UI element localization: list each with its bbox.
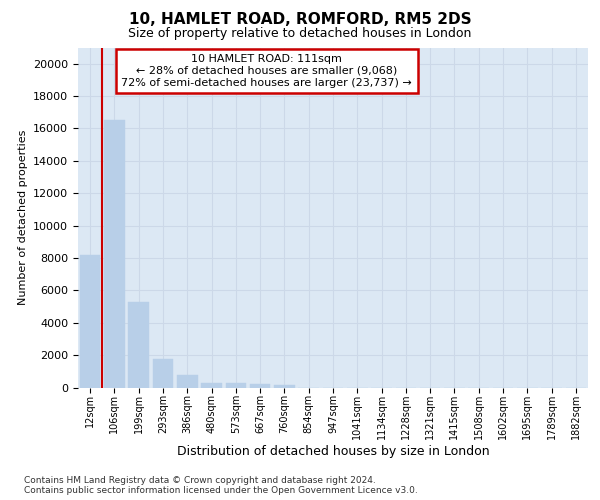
Text: Contains HM Land Registry data © Crown copyright and database right 2024.
Contai: Contains HM Land Registry data © Crown c…	[24, 476, 418, 495]
Bar	[152, 359, 173, 388]
Bar	[104, 120, 125, 388]
Bar	[128, 302, 149, 388]
Bar	[226, 384, 246, 388]
Text: 10 HAMLET ROAD: 111sqm
← 28% of detached houses are smaller (9,068)
72% of semi-: 10 HAMLET ROAD: 111sqm ← 28% of detached…	[121, 54, 412, 88]
Bar	[80, 254, 100, 388]
Y-axis label: Number of detached properties: Number of detached properties	[17, 130, 28, 305]
Bar	[177, 376, 197, 388]
X-axis label: Distribution of detached houses by size in London: Distribution of detached houses by size …	[176, 445, 490, 458]
Bar	[250, 384, 271, 388]
Text: Size of property relative to detached houses in London: Size of property relative to detached ho…	[128, 28, 472, 40]
Bar	[274, 385, 295, 388]
Text: 10, HAMLET ROAD, ROMFORD, RM5 2DS: 10, HAMLET ROAD, ROMFORD, RM5 2DS	[128, 12, 472, 28]
Bar	[201, 382, 222, 388]
